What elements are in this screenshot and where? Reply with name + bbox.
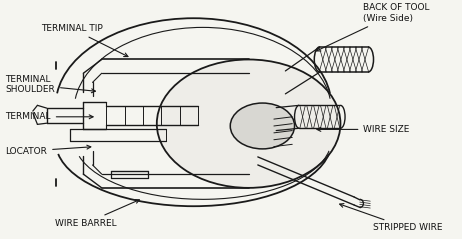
Text: TERMINAL TIP: TERMINAL TIP <box>41 24 128 57</box>
Text: WIRE BARREL: WIRE BARREL <box>55 200 140 228</box>
Text: TERMINAL
SHOULDER: TERMINAL SHOULDER <box>5 75 96 94</box>
Text: LOCATOR: LOCATOR <box>5 145 91 156</box>
Text: BACK OF TOOL
(Wire Side): BACK OF TOOL (Wire Side) <box>316 3 430 51</box>
Text: WIRE SIZE: WIRE SIZE <box>317 125 410 134</box>
Ellipse shape <box>230 103 295 149</box>
Text: STRIPPED WIRE: STRIPPED WIRE <box>340 204 442 232</box>
Text: TERMINAL: TERMINAL <box>5 112 93 121</box>
Ellipse shape <box>157 60 340 188</box>
